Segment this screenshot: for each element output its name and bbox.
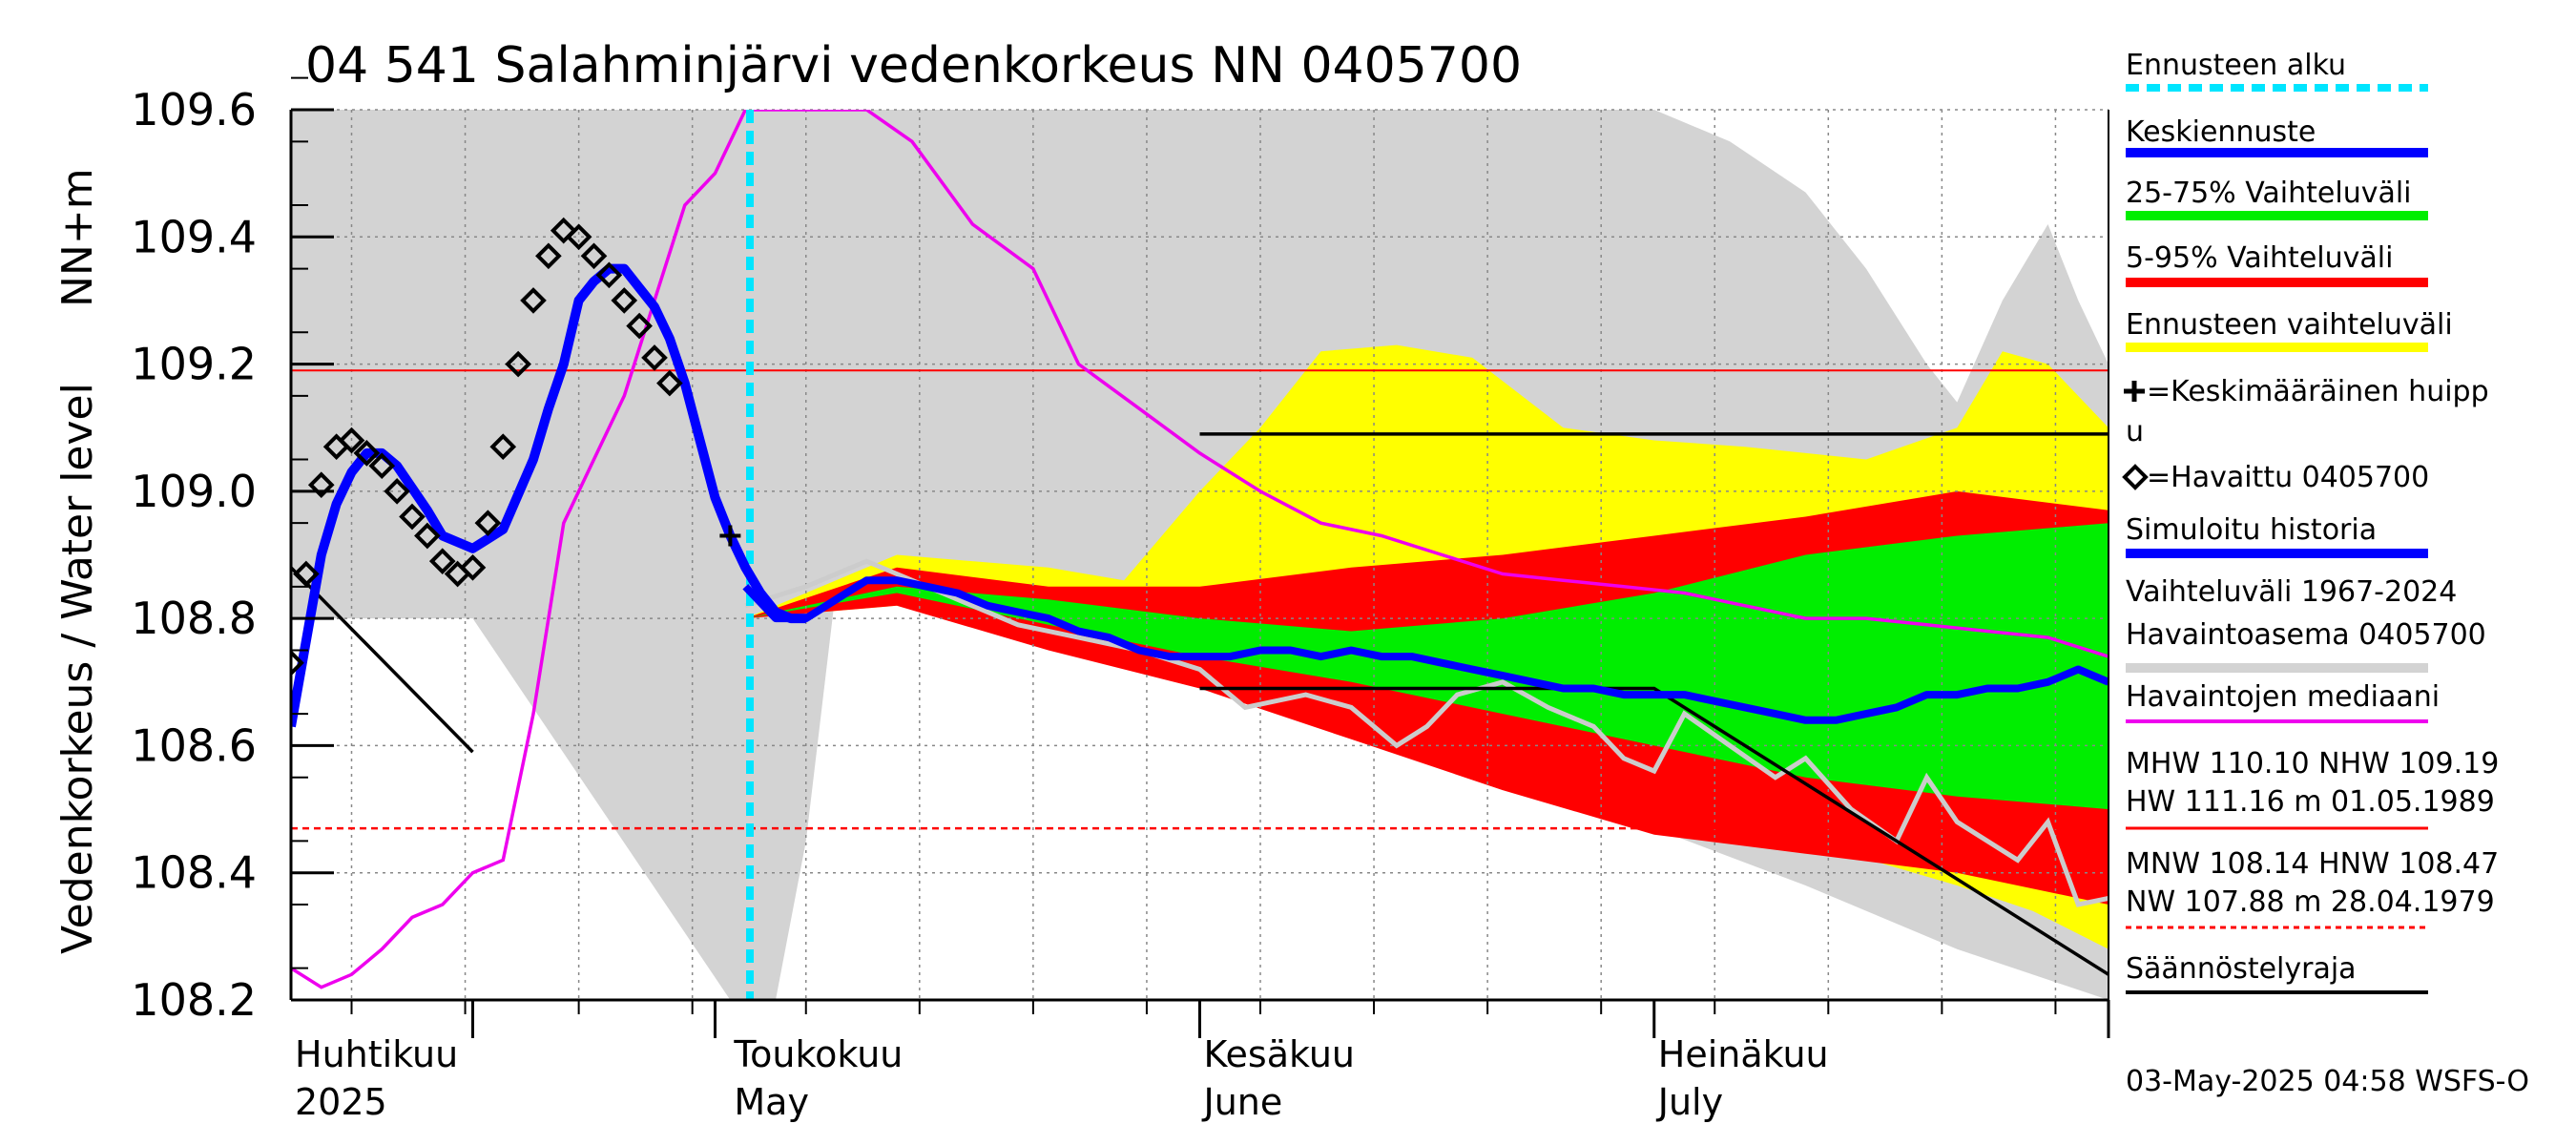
observed-point bbox=[535, 242, 562, 270]
legend-label: 5-95% Vaihteluväli bbox=[2126, 241, 2393, 275]
observed-point bbox=[565, 223, 592, 251]
observed-point bbox=[307, 471, 335, 499]
month-label-fi: Kesäkuu bbox=[1204, 1033, 1356, 1075]
legend-label-line2: NW 107.88 m 28.04.1979 bbox=[2126, 885, 2495, 919]
band-25-75 bbox=[745, 523, 2109, 810]
observed-point bbox=[505, 350, 531, 378]
observed-point bbox=[580, 242, 608, 270]
y-tick-label: 109.0 bbox=[131, 466, 257, 517]
legend: Ennusteen alku Keskiennuste 25-75% Vaihtel… bbox=[2122, 49, 2499, 994]
month-label-en: May bbox=[734, 1081, 809, 1123]
observed-point bbox=[353, 440, 381, 467]
timestamp-footer: 03-May-2025 04:58 WSFS-O bbox=[2126, 1065, 2529, 1098]
observed-point bbox=[428, 548, 456, 574]
y-tick-label: 109.4 bbox=[131, 211, 257, 262]
legend-label: Simuloitu historia bbox=[2126, 513, 2377, 547]
observed-point bbox=[626, 312, 653, 340]
y-axis-unit: NN+m bbox=[53, 168, 102, 307]
observed-point bbox=[656, 369, 683, 397]
series-lines bbox=[291, 110, 2109, 1000]
y-tick-label: 108.2 bbox=[131, 974, 257, 1026]
observed-point bbox=[550, 217, 577, 244]
observed-point bbox=[489, 433, 517, 461]
legend-label: Ennusteen vaihteluväli bbox=[2126, 308, 2453, 342]
chart-title: 04 541 Salahminjärvi vedenkorkeus NN 040… bbox=[305, 37, 1522, 94]
observed-point bbox=[459, 554, 487, 581]
legend-plus-icon bbox=[2124, 381, 2145, 402]
legend-label: =Keskimääräinen huipp bbox=[2147, 375, 2489, 408]
mean-forecast-line bbox=[742, 576, 2109, 724]
month-label-fi: Heinäkuu bbox=[1658, 1033, 1829, 1075]
forecast-bands bbox=[291, 110, 2109, 1000]
legend-label: 25-75% Vaihteluväli bbox=[2126, 177, 2412, 210]
y-axis-label: Vedenkorkeus / Water level bbox=[53, 383, 102, 954]
observed-point bbox=[641, 344, 668, 371]
observed-point bbox=[384, 478, 410, 505]
legend-label-line2: u bbox=[2126, 415, 2144, 448]
legend-label-line2: Havaintoasema 0405700 bbox=[2126, 618, 2486, 652]
legend-label: Säännöstelyraja bbox=[2126, 952, 2357, 986]
observed-point bbox=[520, 287, 547, 314]
observed-point bbox=[611, 287, 638, 314]
observed-point bbox=[399, 503, 426, 531]
observed-point bbox=[474, 510, 502, 537]
y-tick-label: 109.6 bbox=[131, 84, 257, 135]
median-line bbox=[291, 110, 2109, 989]
legend-label: Vaihteluväli 1967-2024 bbox=[2126, 575, 2457, 609]
axes: 108.2 108.4 108.6 108.8 109.0 109.2 109.4 109.6… bbox=[131, 76, 2110, 1123]
legend-label: MHW 110.10 NHW 109.19 bbox=[2126, 747, 2499, 781]
observed-point bbox=[293, 560, 320, 588]
month-label-fi: Huhtikuu bbox=[295, 1033, 458, 1075]
regulation-limit-line bbox=[291, 566, 474, 754]
observed-point bbox=[291, 649, 304, 677]
y-tick-label: 108.4 bbox=[131, 847, 257, 899]
regulation-limit-line bbox=[1199, 686, 2109, 976]
legend-diamond-icon bbox=[2122, 464, 2149, 490]
legend-label: Havaintojen mediaani bbox=[2126, 680, 2440, 714]
month-label-en: June bbox=[1202, 1081, 1283, 1123]
y-tick-label: 109.2 bbox=[131, 339, 257, 390]
observed-point bbox=[414, 522, 441, 550]
legend-label-line2: HW 111.16 m 01.05.1989 bbox=[2126, 785, 2495, 819]
month-label-fi: Toukokuu bbox=[733, 1033, 903, 1075]
grey-year-line bbox=[744, 558, 2109, 907]
mean-peak-marker bbox=[719, 525, 741, 547]
month-label-en: July bbox=[1656, 1081, 1723, 1123]
legend-label: Keskiennuste bbox=[2126, 115, 2316, 149]
y-tick-label: 108.8 bbox=[131, 593, 257, 644]
observed-point bbox=[368, 452, 396, 480]
y-tick-label: 108.6 bbox=[131, 719, 257, 771]
month-label-en: 2025 bbox=[295, 1081, 387, 1123]
grid-lines bbox=[291, 109, 2109, 1001]
legend-label: =Havaittu 0405700 bbox=[2147, 461, 2429, 494]
legend-label: Ennusteen alku bbox=[2126, 49, 2346, 82]
legend-label: MNW 108.14 HNW 108.47 bbox=[2126, 847, 2499, 881]
observed-point bbox=[595, 261, 623, 289]
observed-point bbox=[338, 427, 365, 454]
